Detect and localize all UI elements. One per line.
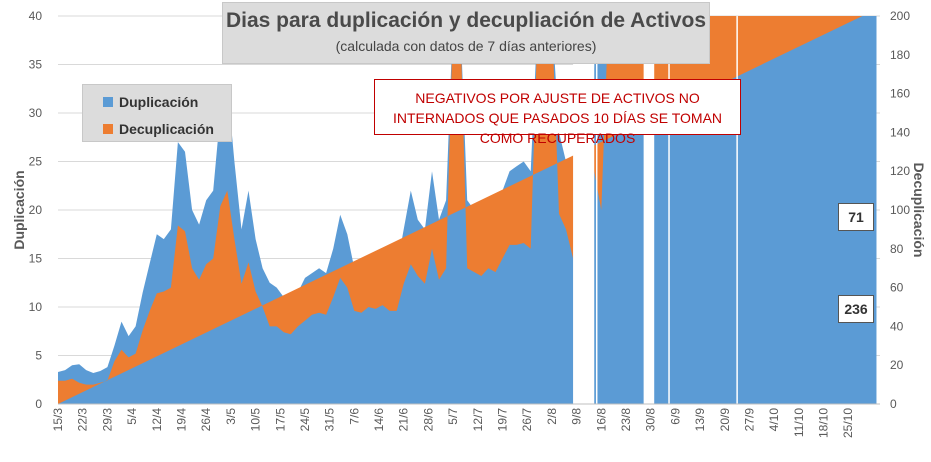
x-tick-label: 26/7 bbox=[520, 408, 534, 432]
y-tick-label: 10 bbox=[29, 300, 43, 314]
x-tick-label: 5/7 bbox=[446, 408, 460, 425]
x-tick-label: 13/9 bbox=[693, 408, 707, 432]
y2-tick-label: 20 bbox=[890, 358, 904, 372]
legend-label-decuplicacion: Decuplicación bbox=[119, 121, 214, 137]
legend: Duplicación Decuplicación bbox=[82, 84, 232, 142]
x-tick-label: 4/10 bbox=[767, 408, 781, 432]
chart-title: Dias para duplicación y decupliación de … bbox=[225, 9, 707, 32]
x-tick-label: 31/5 bbox=[323, 408, 337, 432]
y-tick-label: 30 bbox=[29, 106, 43, 120]
y2-tick-label: 200 bbox=[890, 9, 910, 23]
x-tick-label: 6/9 bbox=[668, 408, 682, 425]
x-tick-label: 19/4 bbox=[175, 408, 189, 432]
y2-axis-title: Decuplicación bbox=[911, 163, 927, 258]
x-tick-label: 24/5 bbox=[298, 408, 312, 432]
y-tick-label: 20 bbox=[29, 203, 43, 217]
x-tick-label: 16/8 bbox=[594, 408, 608, 432]
x-tick-label: 7/6 bbox=[347, 408, 361, 425]
x-tick-label: 22/3 bbox=[76, 408, 90, 432]
x-tick-label: 12/7 bbox=[471, 408, 485, 432]
x-tick-label: 30/8 bbox=[644, 408, 658, 432]
y-tick-label: 25 bbox=[29, 155, 43, 169]
y2-tick-label: 80 bbox=[890, 242, 904, 256]
legend-swatch-decuplicacion bbox=[103, 124, 113, 134]
area-decuplicacion bbox=[58, 16, 863, 404]
x-tick-label: 21/6 bbox=[397, 408, 411, 432]
x-tick-label: 25/10 bbox=[841, 408, 855, 438]
x-tick-label: 20/9 bbox=[718, 408, 732, 432]
data-gap bbox=[573, 16, 595, 404]
x-tick-label: 26/4 bbox=[199, 408, 213, 432]
x-tick-label: 14/6 bbox=[372, 408, 386, 432]
x-tick-label: 23/8 bbox=[619, 408, 633, 432]
legend-swatch-duplicacion bbox=[103, 97, 113, 107]
y-tick-label: 5 bbox=[35, 349, 42, 363]
y2-tick-label: 160 bbox=[890, 87, 910, 101]
x-tick-label: 12/4 bbox=[150, 408, 164, 432]
y-tick-label: 35 bbox=[29, 58, 43, 72]
legend-item-decuplicacion: Decuplicación bbox=[103, 119, 231, 139]
y2-tick-label: 180 bbox=[890, 48, 910, 62]
x-tick-label: 29/3 bbox=[100, 408, 114, 432]
x-tick-label: 18/10 bbox=[817, 408, 831, 438]
y2-tick-label: 0 bbox=[890, 397, 897, 411]
data-gap bbox=[643, 16, 655, 404]
chart-title-box: Dias para duplicación y decupliación de … bbox=[222, 2, 710, 64]
x-tick-label: 3/5 bbox=[224, 408, 238, 425]
y2-tick-label: 100 bbox=[890, 203, 910, 217]
y-axis-title: Duplicación bbox=[11, 170, 27, 249]
y2-tick-label: 140 bbox=[890, 125, 910, 139]
y-tick-label: 40 bbox=[29, 9, 43, 23]
last-value-duplicacion: 71 bbox=[838, 203, 874, 231]
x-tick-label: 5/4 bbox=[125, 408, 139, 425]
x-tick-label: 2/8 bbox=[545, 408, 559, 425]
x-tick-label: 17/5 bbox=[273, 408, 287, 432]
legend-label-duplicacion: Duplicación bbox=[119, 94, 199, 110]
y2-tick-label: 40 bbox=[890, 319, 904, 333]
x-tick-label: 15/3 bbox=[51, 408, 65, 432]
x-tick-label: 19/7 bbox=[496, 408, 510, 432]
chart-subtitle: (calculada con datos de 7 días anteriore… bbox=[335, 38, 597, 54]
y2-tick-label: 120 bbox=[890, 164, 910, 178]
x-tick-label: 11/10 bbox=[792, 408, 806, 437]
x-tick-label: 27/9 bbox=[743, 408, 757, 432]
last-value-decuplicacion: 236 bbox=[838, 295, 874, 323]
y-tick-label: 15 bbox=[29, 252, 43, 266]
x-tick-label: 9/8 bbox=[570, 408, 584, 425]
y2-tick-label: 60 bbox=[890, 281, 904, 295]
x-tick-label: 10/5 bbox=[249, 408, 263, 432]
x-tick-label: 28/6 bbox=[421, 408, 435, 432]
legend-item-duplicacion: Duplicación bbox=[103, 92, 231, 112]
y-tick-label: 0 bbox=[35, 397, 42, 411]
annotation-note: NEGATIVOS POR AJUSTE DE ACTIVOS NO INTER… bbox=[374, 79, 741, 146]
